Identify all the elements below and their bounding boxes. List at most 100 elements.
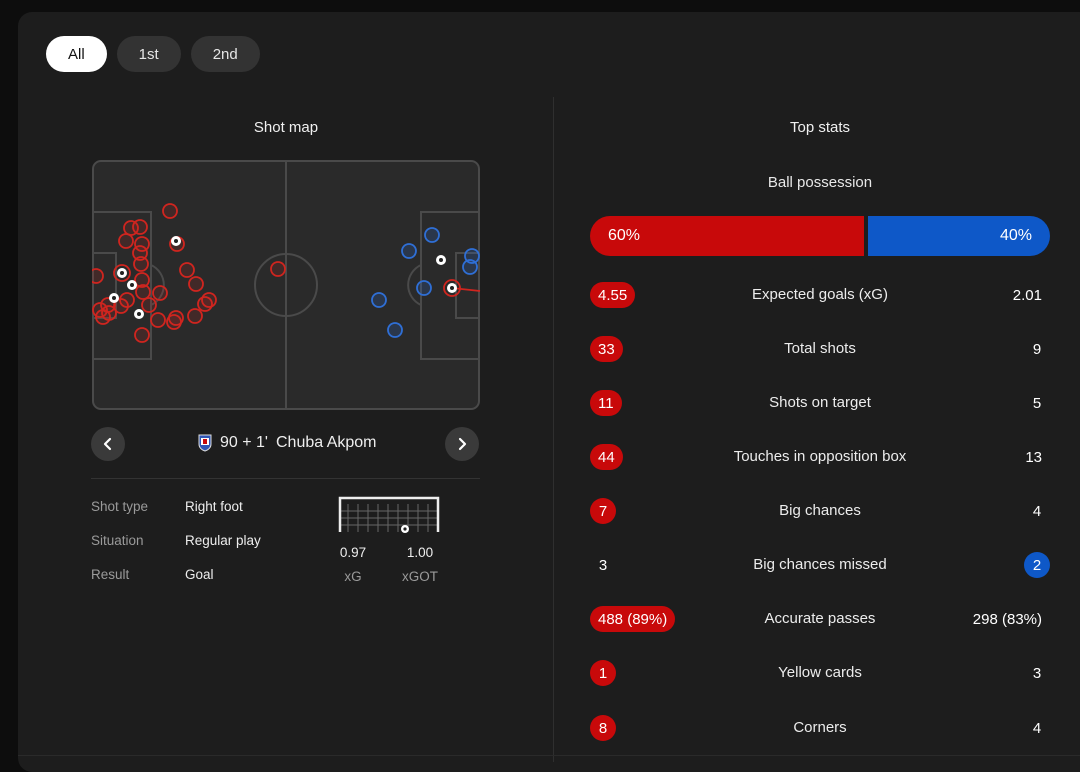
stat-label: Total shots xyxy=(784,340,856,357)
shot-marker[interactable] xyxy=(401,243,417,259)
stat-home-value: 3 xyxy=(598,556,608,574)
stat-row: Corners 8 4 xyxy=(590,713,1050,743)
shot-minute: 90 + 1' xyxy=(220,434,268,451)
shot-marker[interactable] xyxy=(95,309,111,325)
goal-ball-icon[interactable] xyxy=(436,255,446,265)
stat-row: Expected goals (xG) 4.55 2.01 xyxy=(590,280,1050,310)
stat-home-value: 8 xyxy=(590,715,616,741)
stat-label: Touches in opposition box xyxy=(733,448,907,465)
stat-row: Accurate passes 488 (89%) 298 (83%) xyxy=(590,604,1050,634)
tab-2nd[interactable]: 2nd xyxy=(190,36,260,72)
shot-marker[interactable] xyxy=(270,261,286,277)
center-circle xyxy=(254,253,318,317)
shots-layer xyxy=(92,203,481,343)
stat-home-value: 44 xyxy=(590,444,623,470)
stat-label: Accurate passes xyxy=(764,610,876,627)
next-shot-button[interactable] xyxy=(445,427,479,461)
goal-ball-icon[interactable] xyxy=(171,236,181,246)
shot-marker[interactable] xyxy=(152,285,168,301)
detail-value: Regular play xyxy=(185,533,261,548)
column-divider xyxy=(553,97,554,762)
stat-row: Shots on target 11 5 xyxy=(590,388,1050,418)
shot-marker[interactable] xyxy=(188,276,204,292)
xgot-value: 1.00 xyxy=(406,545,434,560)
selected-shot-label: 90 + 1' Chuba Akpom xyxy=(198,434,377,452)
chevron-right-icon xyxy=(458,437,467,451)
shot-map-title: Shot map xyxy=(253,119,319,136)
detail-key: Situation xyxy=(91,533,144,548)
stat-away-value: 9 xyxy=(1032,340,1042,358)
shot-map-pitch xyxy=(92,160,481,410)
goal-ball-icon[interactable] xyxy=(127,280,137,290)
shot-marker[interactable] xyxy=(168,310,184,326)
tab-all[interactable]: All xyxy=(46,36,107,72)
stat-away-value: 4 xyxy=(1032,719,1042,737)
shot-marker[interactable] xyxy=(387,322,403,338)
shot-marker[interactable] xyxy=(113,298,129,314)
stat-away-value: 4 xyxy=(1032,502,1042,520)
stat-away-value: 298 (83%) xyxy=(972,610,1042,628)
stat-home-value: 7 xyxy=(590,498,616,524)
shot-marker[interactable] xyxy=(416,280,432,296)
stat-home-value: 488 (89%) xyxy=(590,606,676,632)
stat-home-value: 11 xyxy=(590,390,622,416)
goal-frame-graphic xyxy=(338,496,440,533)
goal-ball-icon[interactable] xyxy=(113,264,131,282)
shot-marker[interactable] xyxy=(134,327,150,343)
shot-marker[interactable] xyxy=(134,272,150,288)
stat-row: Yellow cards 1 3 xyxy=(590,658,1050,688)
stat-home-value: 1 xyxy=(590,660,616,686)
match-stats-card: All 1st 2nd Shot map 90 + 1' Chuba Akpom xyxy=(18,12,1080,772)
shot-marker[interactable] xyxy=(162,203,178,219)
stat-row: Big chances missed 3 2 xyxy=(590,550,1050,580)
shot-marker[interactable] xyxy=(464,248,480,264)
stat-row: Big chances 7 4 xyxy=(590,496,1050,526)
possession-home: 60% xyxy=(590,216,864,256)
possession-bar: 60% 40% xyxy=(590,216,1050,256)
shot-marker[interactable] xyxy=(424,227,440,243)
detail-key: Result xyxy=(91,567,130,582)
stat-label: Big chances missed xyxy=(753,556,887,573)
detail-value: Right foot xyxy=(185,499,243,514)
stat-away-value: 5 xyxy=(1032,394,1042,412)
stat-label: Expected goals (xG) xyxy=(752,286,888,303)
stat-away-value: 3 xyxy=(1032,664,1042,682)
goal-ball-icon[interactable] xyxy=(443,279,461,297)
card-bottom-divider xyxy=(18,755,1080,756)
stat-label: Yellow cards xyxy=(778,664,862,681)
chevron-left-icon xyxy=(103,437,112,451)
stat-away-value: 2 xyxy=(1024,552,1050,578)
top-stats-title: Top stats xyxy=(789,119,851,136)
possession-label: Ball possession xyxy=(767,174,873,191)
shot-marker[interactable] xyxy=(135,284,151,300)
detail-key: Shot type xyxy=(91,499,149,514)
detail-value: Goal xyxy=(185,567,214,582)
stat-away-value: 2.01 xyxy=(1012,286,1042,304)
stat-row: Total shots 33 9 xyxy=(590,334,1050,364)
shot-marker[interactable] xyxy=(197,296,213,312)
xg-value: 0.97 xyxy=(339,545,367,560)
shot-marker[interactable] xyxy=(132,219,148,235)
stat-home-value: 33 xyxy=(590,336,623,362)
stat-label: Big chances xyxy=(779,502,861,519)
previous-shot-button[interactable] xyxy=(91,427,125,461)
shot-marker[interactable] xyxy=(187,308,203,324)
shot-marker[interactable] xyxy=(150,312,166,328)
goal-ball-icon[interactable] xyxy=(134,309,144,319)
shot-marker[interactable] xyxy=(141,297,157,313)
shot-marker[interactable] xyxy=(371,292,387,308)
shot-marker[interactable] xyxy=(132,245,148,261)
period-tabs: All 1st 2nd xyxy=(46,36,260,72)
stat-away-value: 13 xyxy=(1025,448,1042,466)
shot-marker[interactable] xyxy=(179,262,195,278)
stat-row: Touches in opposition box 44 13 xyxy=(590,442,1050,472)
shot-marker[interactable] xyxy=(119,292,135,308)
shot-marker[interactable] xyxy=(92,268,104,284)
stat-label: Shots on target xyxy=(769,394,871,411)
xgot-label: xGOT xyxy=(402,569,438,584)
tab-1st[interactable]: 1st xyxy=(116,36,181,72)
shot-marker[interactable] xyxy=(133,256,149,272)
shot-marker[interactable] xyxy=(118,233,134,249)
goal-ball-icon[interactable] xyxy=(109,293,119,303)
stat-home-value: 4.55 xyxy=(590,282,636,308)
